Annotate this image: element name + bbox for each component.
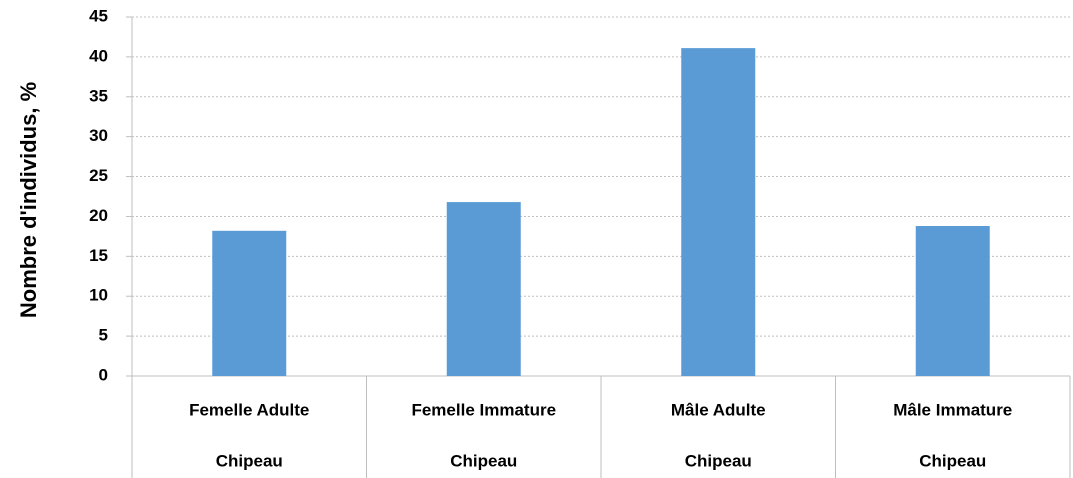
y-tick-label: 40	[89, 46, 108, 65]
bar	[681, 48, 756, 376]
y-tick-label: 5	[99, 326, 108, 345]
y-tick-label: 20	[89, 206, 108, 225]
bar	[212, 230, 287, 376]
y-tick-label: 45	[89, 6, 108, 25]
x-tick-label: Femelle Adulte	[189, 400, 309, 419]
x-tick-label: Femelle Immature	[411, 400, 556, 419]
y-tick-label: 15	[89, 246, 108, 265]
x-group-label: Chipeau	[685, 451, 752, 470]
y-tick-label: 30	[89, 126, 108, 145]
x-group-label: Chipeau	[216, 451, 283, 470]
x-tick-label: Mâle Immature	[893, 400, 1012, 419]
y-tick-label: 35	[89, 86, 108, 105]
x-tick-label: Mâle Adulte	[671, 400, 766, 419]
y-tick-label: 25	[89, 166, 108, 185]
y-tick-label: 10	[89, 286, 108, 305]
bar	[446, 202, 521, 376]
y-tick-label: 0	[99, 365, 108, 384]
x-group-label: Chipeau	[450, 451, 517, 470]
y-axis-title: Nombre d'individus, %	[16, 82, 41, 318]
x-group-label: Chipeau	[919, 451, 986, 470]
bar	[915, 226, 990, 376]
